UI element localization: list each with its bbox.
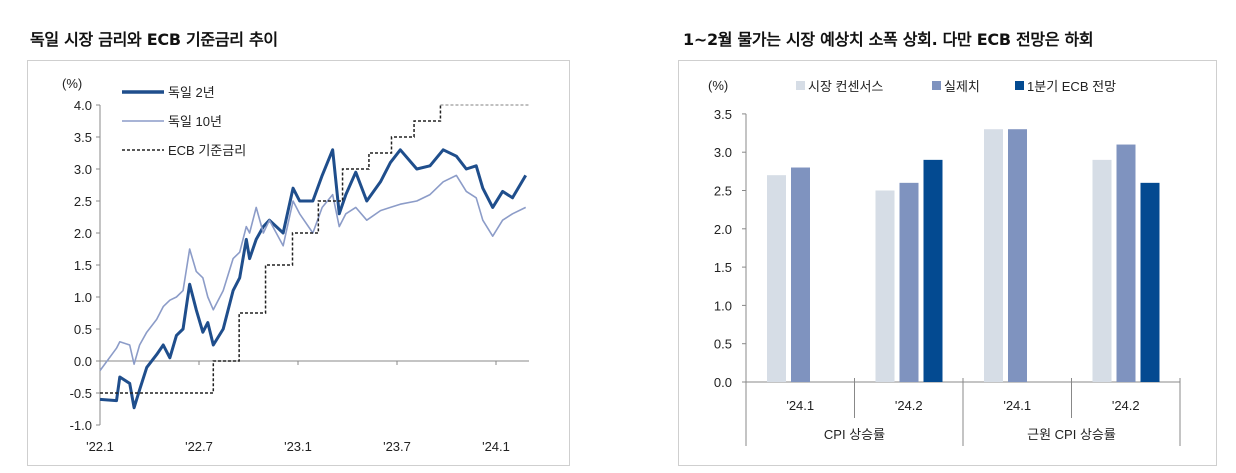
y-tick-label: 2.0 — [714, 222, 732, 237]
y-tick-label: 1.0 — [74, 290, 92, 305]
bar-actual — [1008, 129, 1027, 382]
x-tick-label: '23.1 — [284, 439, 312, 454]
legend-label: 독일 2년 — [168, 85, 215, 100]
y-tick-label: -1.0 — [70, 418, 92, 433]
y-tick-label: 2.0 — [74, 226, 92, 241]
y-tick-label: 3.0 — [714, 145, 732, 160]
x-tick-label: '24.1 — [482, 439, 510, 454]
x-tick-label: '24.1 — [1003, 398, 1031, 413]
series-ecb-rate-line — [100, 105, 442, 394]
legend-label: 실제치 — [944, 79, 980, 94]
y-tick-label: 1.5 — [74, 258, 92, 273]
y-axis-unit: (%) — [708, 78, 728, 93]
y-tick-label: 0.5 — [714, 337, 732, 352]
y-tick-label: 3.0 — [74, 162, 92, 177]
group-label: CPI 상승률 — [824, 427, 885, 442]
group-label: 근원 CPI 상승률 — [1027, 427, 1116, 442]
legend-label: 시장 컨센서스 — [808, 79, 883, 94]
right-chart-panel — [678, 60, 1217, 466]
bar-actual — [1116, 144, 1136, 382]
y-tick-label: 0.0 — [714, 375, 732, 390]
x-tick-label: '24.2 — [1112, 398, 1140, 413]
bar-consensus — [1092, 159, 1112, 382]
bar-consensus — [984, 129, 1003, 382]
y-tick-label: 0.5 — [74, 322, 92, 337]
x-tick-label: '24.1 — [786, 398, 814, 413]
y-tick-label: 0.0 — [74, 354, 92, 369]
legend-swatch — [932, 81, 941, 90]
legend-label: 1분기 ECB 전망 — [1027, 79, 1116, 94]
left-chart-title: 독일 시장 금리와 ECB 기준금리 추이 — [30, 30, 278, 49]
left-chart-panel — [27, 60, 570, 466]
y-tick-label: 3.5 — [74, 130, 92, 145]
bar-ecb-forecast — [923, 159, 943, 382]
y-tick-label: 1.5 — [714, 260, 732, 275]
bar-ecb-forecast — [1140, 182, 1160, 382]
legend-swatch — [1015, 81, 1024, 90]
y-tick-label: 4.0 — [74, 98, 92, 113]
legend-swatch — [796, 81, 805, 90]
y-axis-unit: (%) — [62, 76, 82, 91]
legend-label: ECB 기준금리 — [168, 143, 246, 158]
y-tick-label: 2.5 — [74, 194, 92, 209]
bar-consensus — [767, 175, 786, 382]
legend-label: 독일 10년 — [168, 114, 222, 129]
y-tick-label: 2.5 — [714, 184, 732, 199]
y-tick-label: 1.0 — [714, 298, 732, 313]
x-tick-label: '22.1 — [86, 439, 114, 454]
bar-actual — [899, 182, 919, 382]
y-tick-label: 3.5 — [714, 107, 732, 122]
bar-actual — [791, 167, 810, 382]
bar-consensus — [875, 190, 895, 382]
x-tick-label: '22.7 — [185, 439, 213, 454]
x-tick-label: '23.7 — [383, 439, 411, 454]
series-line-bund-10y — [99, 174, 527, 372]
right-chart-title: 1~2월 물가는 시장 예상치 소폭 상회. 다만 ECB 전망은 하회 — [683, 30, 1094, 49]
x-tick-label: '24.2 — [895, 398, 923, 413]
y-tick-label: -0.5 — [70, 386, 92, 401]
